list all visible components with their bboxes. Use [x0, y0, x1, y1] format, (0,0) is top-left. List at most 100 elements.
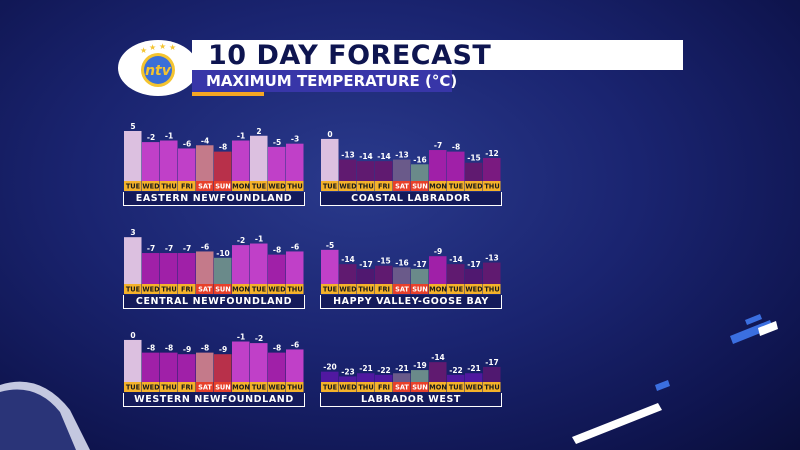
bar: [465, 268, 483, 284]
data-label: -13: [341, 151, 355, 160]
day-band: [268, 284, 286, 294]
data-label: -17: [467, 260, 481, 269]
bar: [483, 366, 501, 382]
tick-label: THU: [287, 183, 302, 191]
chart-eastern-newfoundland: 5 TUE -2 WED -1 THU -6 FRI -4 SAT -8 SUN -1 MON 2 TUE -5…: [124, 122, 304, 191]
day-band: [160, 382, 178, 392]
data-label: -7: [434, 141, 442, 150]
day-band: [196, 382, 214, 392]
region-label: WESTERN NEWFOUNDLAND: [123, 393, 305, 407]
data-label: 3: [130, 228, 135, 237]
tick-label: SAT: [395, 286, 409, 294]
day-band: [142, 181, 160, 191]
data-label: -8: [201, 344, 209, 353]
bar: [232, 140, 250, 181]
data-label: -5: [273, 138, 281, 147]
data-label: -21: [467, 364, 481, 373]
data-label: -7: [147, 244, 155, 253]
data-label: -2: [255, 334, 263, 343]
day-band: [232, 382, 250, 392]
tick-label: SUN: [412, 384, 428, 392]
day-band: [286, 284, 304, 294]
bar: [411, 370, 429, 382]
tick-label: FRI: [378, 384, 390, 392]
bar: [160, 253, 178, 284]
tick-label: MON: [429, 384, 447, 392]
day-band: [429, 284, 447, 294]
tick-label: SAT: [395, 183, 409, 191]
day-band: [286, 181, 304, 191]
panel-western-newfoundland: 0 TUE -8 WED -8 THU -9 FRI -8 SAT -9 SUN -1 MON -2 TUE -…: [123, 314, 305, 407]
data-label: -4: [201, 136, 209, 145]
data-label: -1: [237, 132, 245, 141]
data-label: -8: [165, 344, 173, 353]
tick-label: MON: [429, 286, 447, 294]
bar: [393, 267, 411, 284]
tick-label: TUE: [252, 286, 267, 294]
bar: [429, 150, 447, 181]
bar: [250, 343, 268, 382]
day-band: [214, 284, 232, 294]
bar: [483, 157, 501, 181]
tick-label: THU: [287, 384, 302, 392]
data-label: -21: [359, 364, 373, 373]
day-band: [375, 382, 393, 392]
data-label: -14: [341, 255, 355, 264]
chart-happy-valley-goose-bay: -5 TUE -14 WED -17 THU -15 FRI -16 SAT -17 SUN -9 MON…: [321, 241, 501, 294]
region-label: HAPPY VALLEY-GOOSE BAY: [320, 295, 502, 309]
day-band: [411, 382, 429, 392]
tick-label: SAT: [198, 286, 212, 294]
data-label: -8: [219, 143, 227, 152]
data-label: -13: [395, 151, 409, 160]
tick-label: SAT: [198, 384, 212, 392]
subtitle-accent: [192, 92, 264, 96]
tick-label: THU: [161, 286, 176, 294]
day-band: [232, 181, 250, 191]
subtitle-bar: [192, 70, 452, 92]
svg-text:★: ★: [159, 42, 166, 51]
day-band: [447, 181, 465, 191]
data-label: -6: [201, 242, 209, 251]
tick-label: SUN: [215, 384, 231, 392]
tick-label: THU: [358, 183, 373, 191]
tick-label: WED: [465, 183, 483, 191]
bar: [447, 151, 465, 181]
bar: [124, 131, 142, 181]
day-band: [286, 382, 304, 392]
tick-label: TUE: [449, 384, 464, 392]
tick-label: SAT: [198, 183, 212, 191]
bar: [393, 373, 411, 382]
tick-label: SUN: [412, 183, 428, 191]
bar: [160, 140, 178, 181]
data-label: -2: [147, 133, 155, 142]
day-band: [178, 382, 196, 392]
day-band: [483, 284, 501, 294]
day-band: [483, 181, 501, 191]
data-label: -17: [359, 260, 373, 269]
data-label: -12: [485, 149, 499, 158]
tick-label: TUE: [323, 384, 338, 392]
tick-label: WED: [142, 384, 160, 392]
day-band: [321, 181, 339, 191]
tick-label: MON: [232, 183, 250, 191]
day-band: [393, 284, 411, 294]
data-label: -16: [413, 155, 427, 164]
tick-label: TUE: [126, 286, 141, 294]
data-label: 2: [256, 127, 261, 136]
bar: [375, 265, 393, 284]
tick-label: THU: [484, 183, 499, 191]
tick-label: WED: [268, 384, 286, 392]
bar: [339, 376, 357, 382]
region-label: LABRADOR WEST: [320, 393, 502, 407]
panel-central-newfoundland: 3 TUE -7 WED -7 THU -7 FRI -6 SAT -10 SUN -2 MON -1 TUE…: [123, 216, 305, 309]
bar: [447, 374, 465, 382]
day-band: [178, 181, 196, 191]
day-band: [465, 382, 483, 392]
bar: [286, 349, 304, 382]
bar: [214, 354, 232, 382]
tick-label: SUN: [215, 286, 231, 294]
bar: [357, 161, 375, 181]
tick-label: WED: [268, 286, 286, 294]
day-band: [250, 181, 268, 191]
